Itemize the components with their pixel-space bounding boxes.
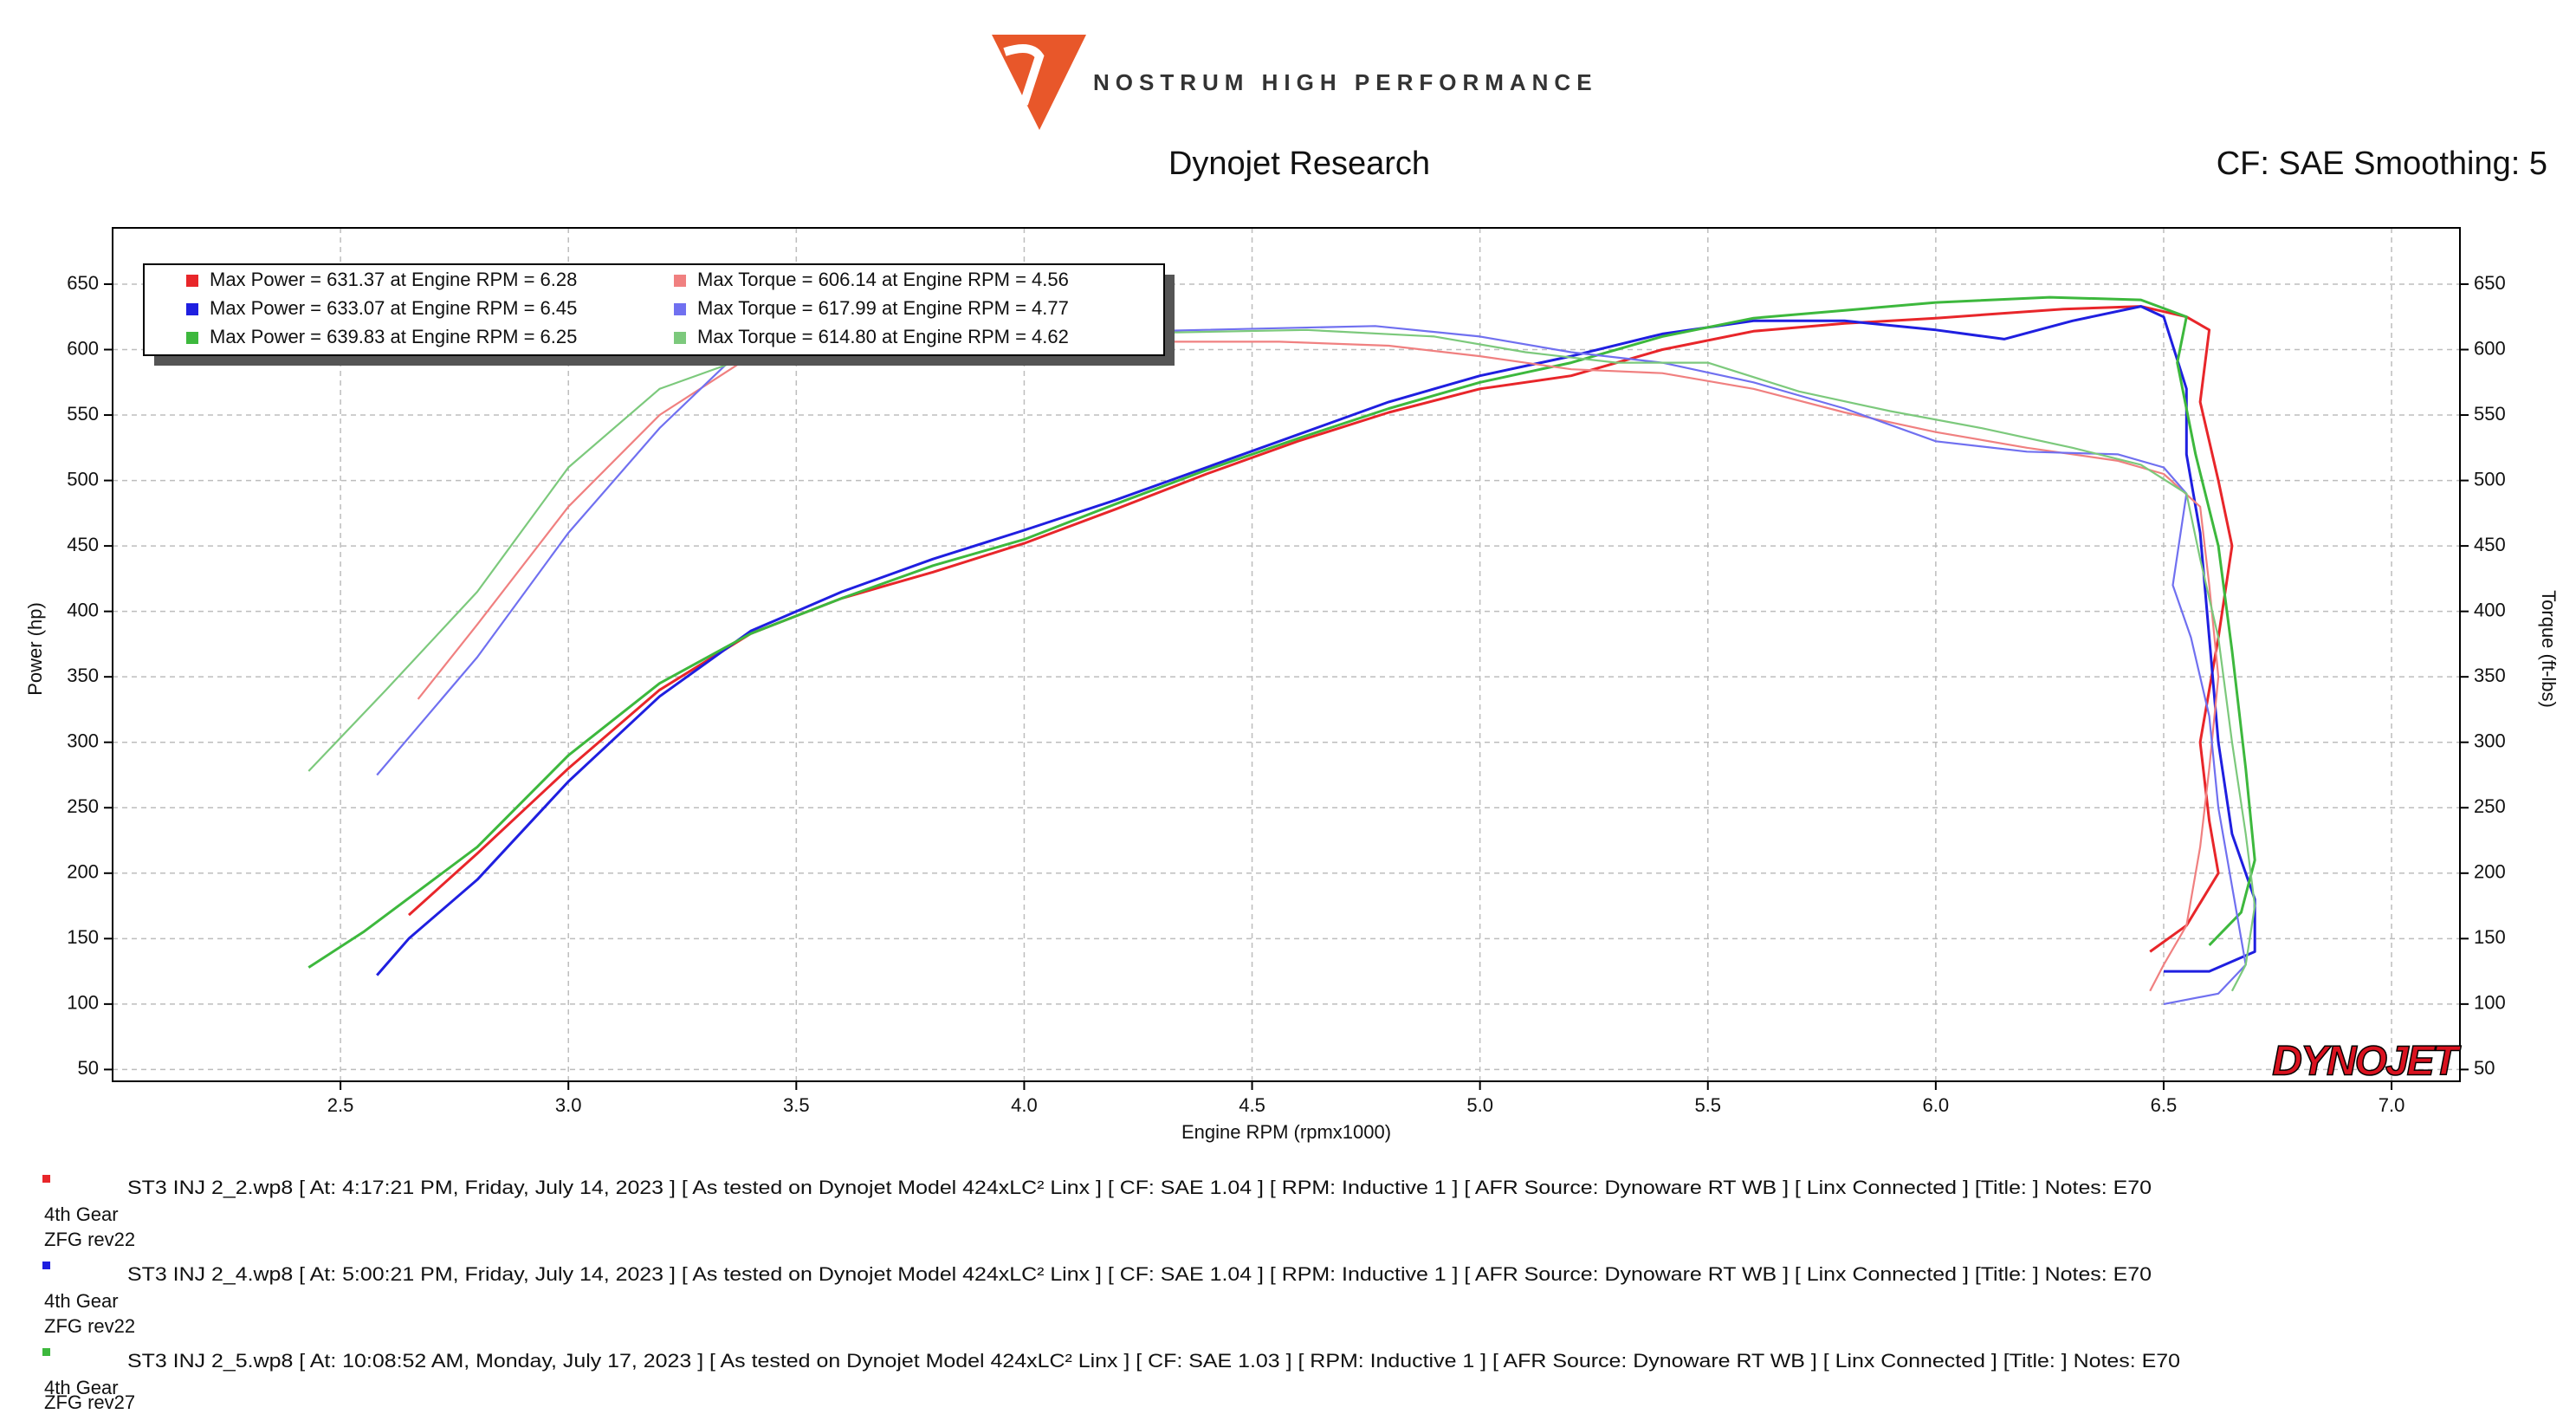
y-tick-label: 600 [67, 337, 99, 359]
y-tick-label: 50 [78, 1057, 99, 1079]
run-gear: 4th Gear [44, 1377, 119, 1398]
series-line [307, 328, 2256, 992]
legend-swatch [186, 275, 198, 287]
y-tick-label: 250 [67, 795, 99, 817]
y-tick-label: 300 [67, 730, 99, 752]
legend-swatch [186, 332, 198, 344]
y2-tick-label: 250 [2474, 795, 2506, 817]
y2-tick-label: 100 [2474, 992, 2506, 1014]
series-line [376, 325, 2247, 1005]
y-tick-label: 400 [67, 599, 99, 620]
y2-tick-label: 500 [2474, 468, 2506, 490]
run-swatch [42, 1175, 50, 1183]
x-tick-label: 4.5 [1239, 1094, 1265, 1116]
legend-label: Max Torque = 606.14 at Engine RPM = 4.56 [697, 269, 1069, 290]
legend-box [143, 263, 1165, 356]
run-note: ZFG rev27 [44, 1391, 135, 1413]
x-tick-label: 2.5 [327, 1094, 354, 1116]
y2-tick-label: 550 [2474, 403, 2506, 425]
run-note: ZFG rev22 [44, 1315, 135, 1337]
watermark: DYNOJET [2272, 1039, 2461, 1085]
logo-text: NOSTRUM HIGH PERFORMANCE [1093, 69, 1598, 95]
y-tick-label: 550 [67, 403, 99, 425]
x-tick-label: 3.5 [783, 1094, 810, 1116]
x-tick-label: 4.0 [1011, 1094, 1038, 1116]
run-gear: 4th Gear [44, 1203, 119, 1225]
x-tick-label: 7.0 [2379, 1094, 2405, 1116]
x-axis-label: Engine RPM (rpmx1000) [1181, 1121, 1391, 1143]
x-tick-label: 6.5 [2151, 1094, 2178, 1116]
x-tick-label: 3.0 [555, 1094, 582, 1116]
x-tick-label: 5.5 [1694, 1094, 1721, 1116]
plot-frame [112, 227, 2461, 1082]
run-note: ZFG rev22 [44, 1229, 135, 1250]
y2-tick-label: 650 [2474, 272, 2506, 294]
logo-glyph [1003, 44, 1045, 106]
y-tick-label: 650 [67, 272, 99, 294]
legend-label: Max Torque = 614.80 at Engine RPM = 4.62 [697, 326, 1069, 347]
logo-mark [992, 35, 1086, 130]
y2-axis-label: Torque (ft-lbs) [2538, 590, 2560, 708]
chart-title: Dynojet Research [1168, 146, 1430, 182]
y2-tick-label: 350 [2474, 665, 2506, 686]
y2-tick-label: 450 [2474, 534, 2506, 555]
y-tick-label: 200 [67, 861, 99, 883]
y2-tick-label: 200 [2474, 861, 2506, 883]
y-tick-label: 100 [67, 992, 99, 1014]
series-line [376, 305, 2256, 976]
run-swatch [42, 1262, 50, 1269]
y2-tick-label: 50 [2474, 1057, 2495, 1079]
legend-swatch [186, 303, 198, 315]
series-line [407, 305, 2234, 953]
legend-label: Max Power = 633.07 at Engine RPM = 6.45 [210, 297, 577, 319]
run-file: ST3 INJ 2_5.wp8 [ At: 10:08:52 AM, Monda… [127, 1350, 2180, 1372]
legend-swatch [674, 332, 686, 344]
y2-tick-label: 300 [2474, 730, 2506, 752]
run-gear: 4th Gear [44, 1290, 119, 1312]
y2-tick-label: 150 [2474, 926, 2506, 948]
run-file: ST3 INJ 2_2.wp8 [ At: 4:17:21 PM, Friday… [127, 1177, 2152, 1198]
y-axis-label: Power (hp) [24, 602, 46, 696]
legend-swatch [674, 303, 686, 315]
y-tick-label: 350 [67, 665, 99, 686]
run-file: ST3 INJ 2_4.wp8 [ At: 5:00:21 PM, Friday… [127, 1263, 2152, 1285]
y2-tick-label: 400 [2474, 599, 2506, 620]
x-tick-label: 6.0 [1923, 1094, 1950, 1116]
y2-tick-label: 600 [2474, 337, 2506, 359]
y-tick-label: 450 [67, 534, 99, 555]
x-tick-label: 5.0 [1466, 1094, 1493, 1116]
legend-label: Max Torque = 617.99 at Engine RPM = 4.77 [697, 297, 1069, 319]
chart-subtitle: CF: SAE Smoothing: 5 [2217, 146, 2547, 182]
y-tick-label: 500 [67, 468, 99, 490]
legend-label: Max Power = 639.83 at Engine RPM = 6.25 [210, 326, 577, 347]
run-swatch [42, 1348, 50, 1356]
legend-label: Max Power = 631.37 at Engine RPM = 6.28 [210, 269, 577, 290]
legend-swatch [674, 275, 686, 287]
y-tick-label: 150 [67, 926, 99, 948]
series-line [307, 295, 2256, 969]
